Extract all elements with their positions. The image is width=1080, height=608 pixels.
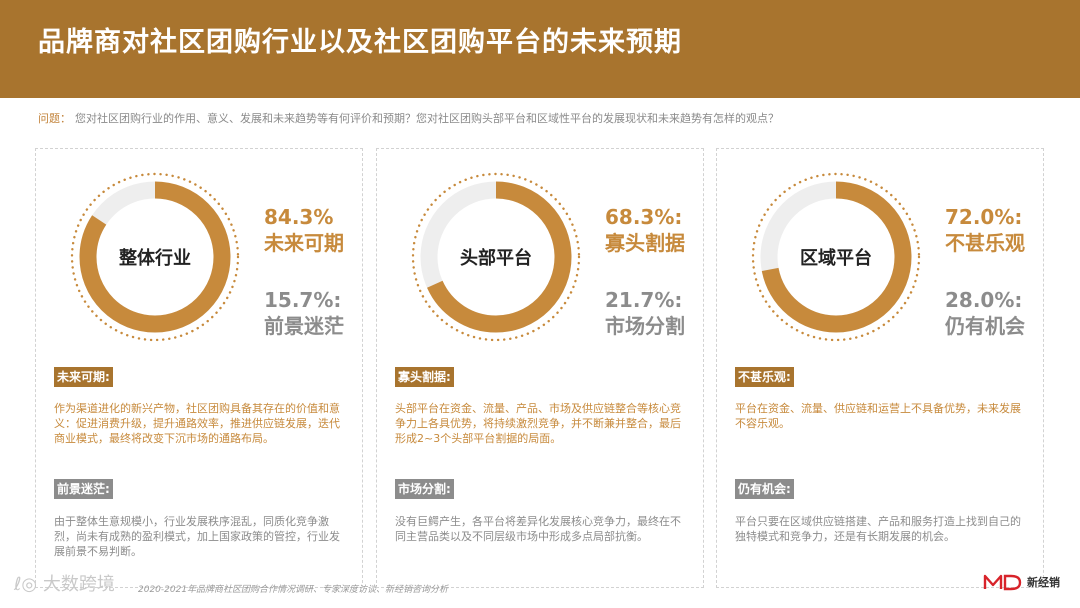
donut-chart — [411, 172, 581, 342]
secondary-stat-pct: 15.7%: — [264, 288, 342, 312]
primary-tag: 寡头割据: — [395, 367, 454, 387]
secondary-tag: 前景迷茫: — [54, 479, 113, 499]
donut-center-label: 头部平台 — [460, 248, 532, 269]
donut-dotted-ring — [751, 172, 921, 342]
watermark-logo: ℓ◎ 大数跨境 — [14, 570, 115, 596]
primary-stat: 72.0%: 不甚乐观 — [945, 204, 1025, 256]
brand-name: 新经销 — [1027, 576, 1060, 589]
primary-stat-pct: 84.3% — [264, 205, 334, 229]
secondary-stat: 21.7%: 市场分割 — [605, 287, 685, 339]
secondary-stat: 15.7%: 前景迷茫 — [264, 287, 344, 339]
donut-chart — [70, 172, 240, 342]
primary-description: 作为渠道进化的新兴产物，社区团购具备其存在的价值和意义：促进消费升级，提升通路效… — [54, 402, 340, 445]
brand-mark-icon — [983, 574, 1022, 591]
primary-description: 头部平台在资金、流量、产品、市场及供应链整合等核心竞争力上各具优势，将持续激烈竞… — [395, 402, 681, 445]
brand-logo: 新经销 — [983, 572, 1060, 592]
secondary-description: 没有巨鳄产生，各平台将差异化发展核心竞争力，最终在不同主营品类以及不同层级市场中… — [395, 515, 681, 543]
secondary-description: 由于整体生意规模小，行业发展秩序混乱，同质化竞争激烈，尚未有成熟的盈利模式，加上… — [54, 515, 340, 558]
primary-description: 平台在资金、流量、供应链和运营上不具备优势，未来发展不容乐观。 — [735, 402, 1021, 430]
header-banner: 品牌商对社区团购行业以及社区团购平台的未来预期 — [0, 0, 1080, 98]
page-title: 品牌商对社区团购行业以及社区团购平台的未来预期 — [38, 27, 682, 58]
primary-stat: 84.3% 未来可期 — [264, 204, 344, 256]
secondary-tag: 市场分割: — [395, 479, 454, 499]
secondary-tag: 仍有机会: — [735, 479, 794, 499]
panel-leading-platforms: 头部平台 68.3%: 寡头割据 21.7%: 市场分割 寡头割据: 头部平台在… — [376, 148, 704, 588]
donut-arc — [760, 181, 912, 333]
secondary-stat-label: 市场分割 — [605, 314, 685, 338]
secondary-description: 平台只要在区域供应链搭建、产品和服务打造上找到自己的独特模式和竞争力，还是有长期… — [735, 515, 1021, 543]
primary-stat: 68.3%: 寡头割据 — [605, 204, 685, 256]
secondary-stat: 28.0%: 仍有机会 — [945, 287, 1025, 339]
watermark-text: 大数跨境 — [42, 574, 115, 595]
primary-tag: 不甚乐观: — [735, 367, 794, 387]
question-text: 您对社区团购行业的作用、意义、发展和未来趋势等有何评价和预期？您对社区团购头部平… — [75, 112, 779, 125]
question-label: 问题： — [38, 112, 71, 125]
secondary-stat-label: 仍有机会 — [945, 314, 1025, 338]
primary-stat-label: 未来可期 — [264, 231, 344, 255]
donut-dotted-ring — [411, 172, 581, 342]
primary-stat-pct: 72.0%: — [945, 205, 1023, 229]
source-note: 2020-2021年品牌商社区团购合作情况调研、专家深度访谈、新经销咨询分析 — [138, 585, 449, 595]
secondary-stat-pct: 21.7%: — [605, 288, 683, 312]
secondary-stat-pct: 28.0%: — [945, 288, 1023, 312]
donut-arc — [79, 181, 231, 333]
donut-arc — [420, 181, 572, 333]
primary-tag: 未来可期: — [54, 367, 113, 387]
donut-center-label: 整体行业 — [119, 248, 191, 269]
donut-chart — [751, 172, 921, 342]
secondary-stat-label: 前景迷茫 — [264, 314, 344, 338]
primary-stat-label: 寡头割据 — [605, 231, 685, 255]
panel-overall-industry: 整体行业 84.3% 未来可期 15.7%: 前景迷茫 未来可期: 作为渠道进化… — [35, 148, 363, 588]
panel-regional-platforms: 区域平台 72.0%: 不甚乐观 28.0%: 仍有机会 不甚乐观: 平台在资金… — [716, 148, 1044, 588]
primary-stat-pct: 68.3%: — [605, 205, 683, 229]
watermark-icon: ℓ◎ — [14, 574, 38, 595]
donut-center-label: 区域平台 — [800, 248, 872, 269]
donut-dotted-ring — [70, 172, 240, 342]
primary-stat-label: 不甚乐观 — [945, 231, 1025, 255]
question-line: 问题： 您对社区团购行业的作用、意义、发展和未来趋势等有何评价和预期？您对社区团购… — [38, 110, 779, 126]
